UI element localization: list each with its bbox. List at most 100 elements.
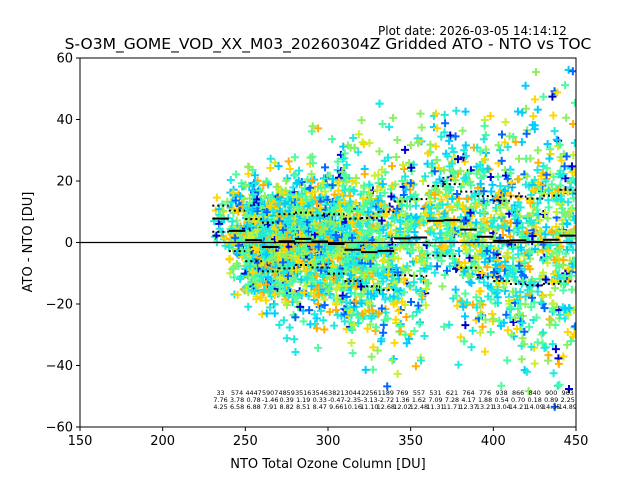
- scatter-point: [476, 160, 485, 169]
- scatter-point: [308, 226, 317, 235]
- scatter-point: [256, 186, 265, 195]
- scatter-point: [500, 138, 509, 147]
- scatter-point: [465, 253, 474, 262]
- scatter-point: [241, 182, 250, 191]
- scatter-point: [371, 265, 380, 274]
- scatter-point: [243, 204, 252, 213]
- scatter-point: [472, 218, 481, 227]
- scatter-point: [270, 309, 279, 318]
- scatter-point: [561, 81, 570, 90]
- scatter-point: [499, 283, 508, 292]
- bin-mean-label: 0.18: [528, 396, 542, 404]
- bin-std-label: 14.89: [559, 403, 577, 411]
- scatter-point: [251, 179, 260, 188]
- bin-mean-label: 0.70: [511, 396, 525, 404]
- scatter-point: [571, 177, 576, 186]
- bin-std-label: 11.71: [443, 403, 461, 411]
- scatter-point: [400, 164, 409, 173]
- scatter-point: [554, 359, 563, 368]
- scatter-point: [448, 194, 457, 203]
- scatter-point: [340, 149, 349, 158]
- scatter-point: [328, 135, 337, 144]
- scatter-point: [506, 169, 515, 178]
- scatter-point: [461, 289, 470, 298]
- y-tick-label: 20: [56, 175, 73, 190]
- scatter-point: [389, 354, 398, 363]
- bin-std-label: 6.58: [230, 403, 244, 411]
- scatter-point: [562, 152, 571, 161]
- scatter-point: [568, 162, 576, 171]
- scatter-point: [266, 202, 275, 211]
- scatter-point: [262, 250, 271, 259]
- scatter-point: [508, 269, 517, 278]
- scatter-point: [529, 186, 538, 195]
- scatter-point: [464, 272, 473, 281]
- scatter-point: [432, 109, 441, 118]
- scatter-point: [445, 262, 454, 271]
- scatter-point: [349, 320, 358, 329]
- scatter-point: [294, 176, 303, 185]
- scatter-point: [379, 225, 388, 234]
- scatter-point: [215, 224, 224, 233]
- scatter-point: [325, 307, 334, 316]
- scatter-point: [511, 211, 520, 220]
- scatter-point: [409, 278, 418, 287]
- scatter-point: [459, 146, 468, 155]
- scatter-point: [411, 255, 420, 264]
- scatter-point: [359, 140, 368, 149]
- scatter-point: [440, 209, 449, 218]
- scatter-point: [523, 212, 532, 221]
- scatter-point: [557, 156, 566, 165]
- scatter-point: [466, 229, 475, 238]
- scatter-point: [344, 141, 353, 150]
- scatter-point: [392, 298, 401, 307]
- scatter-point: [291, 347, 300, 356]
- scatter-point: [384, 270, 393, 279]
- scatter-point: [544, 196, 553, 205]
- scatter-point: [461, 141, 470, 150]
- scatter-point: [541, 275, 550, 284]
- scatter-point: [250, 245, 259, 254]
- scatter-point: [368, 306, 377, 315]
- scatter-point: [419, 177, 428, 186]
- bin-std-label: 11.31: [426, 403, 444, 411]
- scatter-point: [459, 217, 468, 226]
- bin-count-label: 574: [231, 389, 243, 397]
- scatter-point: [291, 265, 300, 274]
- scatter-point: [375, 99, 384, 108]
- scatter-point: [451, 285, 460, 294]
- scatter-point: [555, 380, 564, 389]
- bin-count-label: 938: [495, 389, 507, 397]
- scatter-point: [260, 248, 269, 257]
- scatter-point: [466, 220, 475, 229]
- scatter-point: [400, 277, 409, 286]
- scatter-point: [495, 278, 504, 287]
- scatter-point: [314, 242, 323, 251]
- scatter-point: [520, 340, 529, 349]
- scatter-point: [560, 304, 569, 313]
- scatter-point: [390, 242, 399, 251]
- bin-std-label: 13.21: [476, 403, 494, 411]
- scatter-point: [452, 106, 461, 115]
- scatter-point: [555, 169, 564, 178]
- scatter-point: [493, 286, 502, 295]
- scatter-point: [563, 220, 572, 229]
- scatter-point: [456, 182, 465, 191]
- scatter-point: [225, 243, 234, 252]
- scatter-point: [427, 208, 436, 217]
- scatter-point: [538, 291, 547, 300]
- scatter-point: [478, 237, 487, 246]
- scatter-point: [253, 206, 262, 215]
- scatter-point: [302, 195, 311, 204]
- scatter-point: [433, 262, 442, 271]
- scatter-point: [353, 206, 362, 215]
- scatter-point: [393, 369, 402, 378]
- scatter-point: [513, 175, 522, 184]
- scatter-point: [450, 259, 459, 268]
- scatter-point: [256, 293, 265, 302]
- scatter-point: [496, 321, 505, 330]
- scatter-point: [526, 154, 535, 163]
- scatter-point: [346, 228, 355, 237]
- scatter-point: [458, 201, 467, 210]
- scatter-point: [326, 279, 335, 288]
